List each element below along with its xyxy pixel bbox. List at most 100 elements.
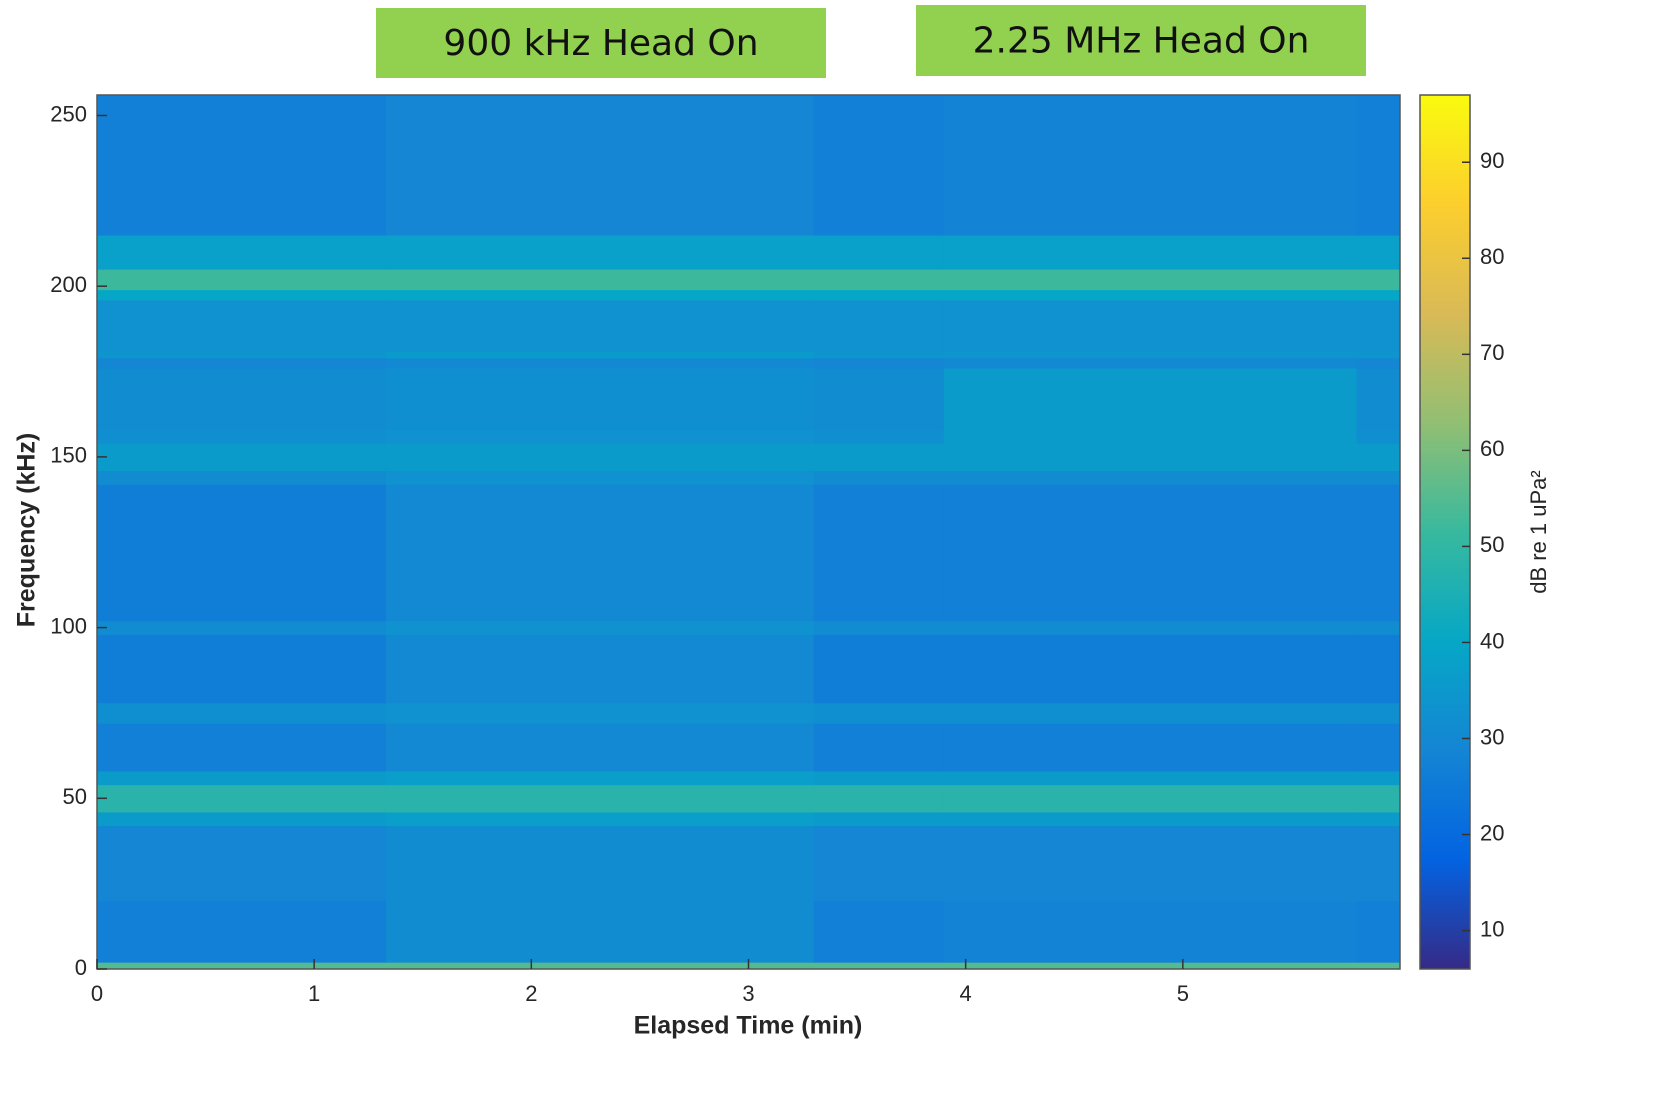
heat-cell (385, 770, 815, 786)
heat-cell (943, 825, 1358, 902)
heat-cell (1356, 234, 1401, 270)
heat-cell (97, 723, 387, 772)
heat-cell (1356, 784, 1401, 813)
heat-cell (813, 784, 945, 813)
heat-cell (943, 702, 1358, 724)
heat-cell (97, 784, 387, 813)
heat-cell (97, 634, 387, 704)
heat-cell (385, 811, 815, 827)
heat-cell (813, 269, 945, 291)
heat-cell (97, 962, 387, 970)
heat-cell (385, 299, 815, 352)
heat-cell (1356, 443, 1401, 472)
heat-cell (385, 357, 815, 369)
heat-cell (813, 723, 945, 772)
heat-cell (1356, 299, 1401, 352)
heat-cell (813, 429, 945, 444)
x-axis-label: Elapsed Time (min) (634, 1012, 863, 1040)
heat-cell (97, 289, 387, 301)
annotation-box (376, 8, 826, 78)
colorbar-tick-label: 70 (1480, 340, 1504, 365)
heat-cell (1356, 900, 1401, 963)
heat-cell (943, 443, 1358, 472)
heat-cell (97, 351, 387, 359)
heat-cell (813, 962, 945, 970)
heat-cell (943, 289, 1358, 301)
heat-cell (97, 368, 387, 431)
y-tick-label: 0 (75, 955, 87, 980)
heat-cell (943, 900, 1358, 963)
heat-cell (943, 634, 1358, 704)
heat-cell (1356, 351, 1401, 359)
x-tick-label: 3 (742, 981, 754, 1006)
x-tick-label: 1 (308, 981, 320, 1006)
y-tick-label: 250 (50, 101, 87, 126)
heat-cell (385, 900, 815, 963)
heat-cell (943, 770, 1358, 786)
x-tick-label: 4 (960, 981, 972, 1006)
heat-cell (1356, 702, 1401, 724)
heat-cell (97, 357, 387, 369)
heat-cell (1356, 368, 1401, 431)
heat-cell (1356, 620, 1401, 635)
heat-cell (1356, 289, 1401, 301)
heat-cell (813, 770, 945, 786)
x-tick-label: 5 (1177, 981, 1189, 1006)
heat-cell (813, 443, 945, 472)
heat-cell (1356, 962, 1401, 970)
colorbar (1419, 94, 1471, 970)
heat-cell (1356, 484, 1401, 622)
y-tick-label: 200 (50, 272, 87, 297)
heat-cell (385, 289, 815, 301)
annotation-box (916, 5, 1366, 76)
x-tick-label: 2 (525, 981, 537, 1006)
y-tick-label: 100 (50, 613, 87, 638)
heat-cell (813, 299, 945, 352)
heat-cell (97, 770, 387, 786)
heat-cell (943, 811, 1358, 827)
heat-cell (813, 634, 945, 704)
heat-cell (385, 702, 815, 724)
heat-cell (1356, 269, 1401, 291)
heat-cell (943, 234, 1358, 270)
heat-cell (1356, 470, 1401, 485)
heat-cell (943, 368, 1358, 431)
heat-cell (385, 620, 815, 635)
heat-cell (385, 368, 815, 431)
heat-cell (813, 620, 945, 635)
heat-cell (385, 443, 815, 472)
heat-cell (1356, 429, 1401, 444)
y-axis-label: Frequency (kHz) (13, 433, 41, 627)
annotation: 900 kHz Head On (443, 23, 758, 64)
heat-cell (97, 620, 387, 635)
heat-cell (943, 723, 1358, 772)
colorbar-tick-label: 80 (1480, 244, 1504, 269)
heat-cell (97, 299, 387, 352)
heat-cell (385, 825, 815, 902)
heat-cell (97, 811, 387, 827)
heat-cell (1356, 723, 1401, 772)
heat-cell (813, 702, 945, 724)
heat-cell (97, 234, 387, 270)
heat-cell (813, 351, 945, 359)
heat-cell (943, 357, 1358, 369)
heat-cell (943, 269, 1358, 291)
heat-cell (97, 470, 387, 485)
colorbar-tick-label: 50 (1480, 532, 1504, 557)
heat-cell (813, 95, 945, 236)
heat-cell (385, 351, 815, 359)
heat-cell (97, 269, 387, 291)
heat-cell (385, 484, 815, 622)
heat-cell (943, 784, 1358, 813)
heat-cell (943, 620, 1358, 635)
heat-cell (97, 443, 387, 472)
heat-cell (385, 470, 815, 485)
heat-cell (1356, 811, 1401, 827)
heat-cell (1356, 95, 1401, 236)
heat-cell (385, 723, 815, 772)
heat-cell (385, 634, 815, 704)
heat-cell (943, 351, 1358, 359)
heat-cell (943, 299, 1358, 352)
annotation: 2.25 MHz Head On (973, 21, 1310, 62)
